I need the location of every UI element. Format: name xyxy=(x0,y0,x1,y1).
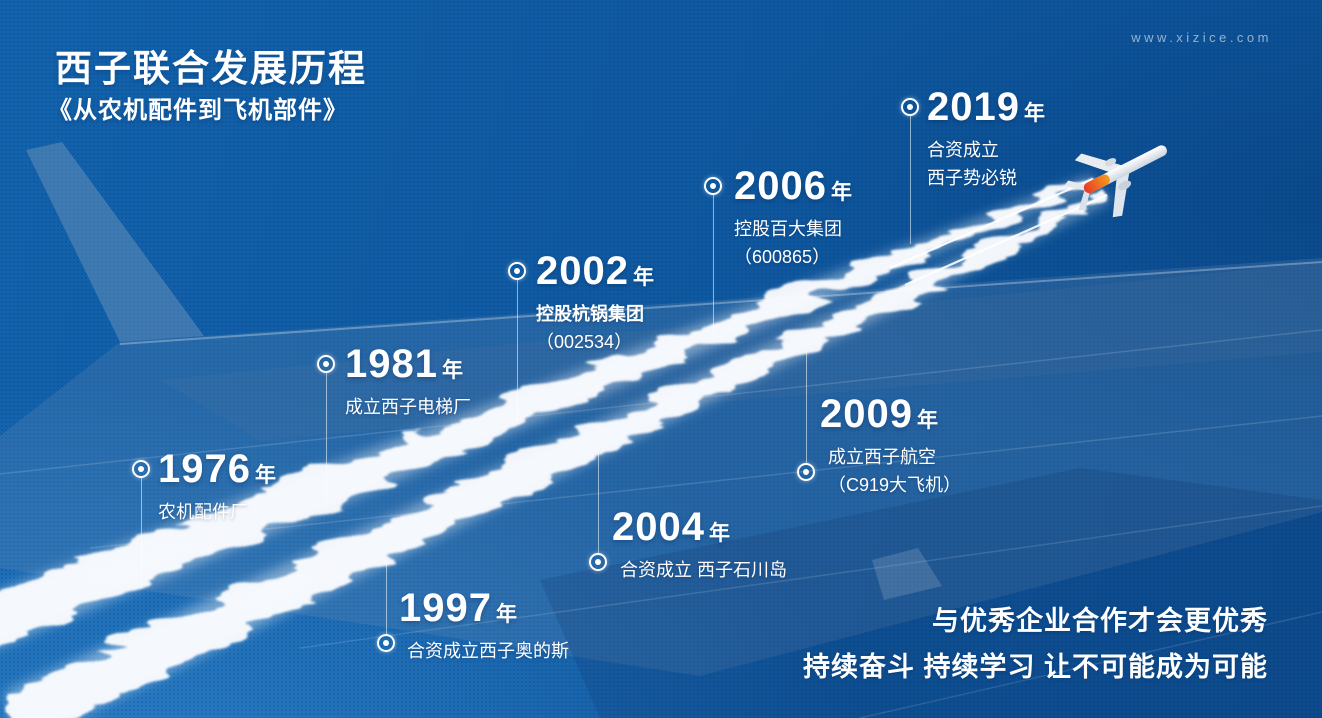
timeline-connector-line xyxy=(516,280,518,420)
timeline-node-icon xyxy=(377,634,395,652)
milestone-description: 合资成立西子奥的斯 xyxy=(407,641,569,661)
footer-slogans: 与优秀企业合作才会更优秀 持续奋斗 持续学习 让不可能成为可能 xyxy=(803,598,1268,690)
milestone-year: 2019 年 xyxy=(927,85,1046,129)
milestone-description: 成立西子电梯厂 xyxy=(345,397,471,417)
page-title: 西子联合发展历程 xyxy=(55,48,367,89)
milestone-description: 控股杭锅集团 xyxy=(536,304,644,324)
timeline-connector-line xyxy=(805,351,807,463)
slogan-line-2: 持续奋斗 持续学习 让不可能成为可能 xyxy=(802,652,1268,682)
milestone-description: 西子势必锐 xyxy=(927,168,1017,188)
timeline-node-icon xyxy=(508,262,526,280)
milestone-description: 合资成立 xyxy=(927,140,999,160)
milestone-year: 2006 年 xyxy=(734,164,853,208)
slogan-line-1: 与优秀企业合作才会更优秀 xyxy=(932,606,1268,636)
timeline-connector-line xyxy=(597,453,599,553)
timeline-connector-line xyxy=(325,373,327,503)
contrail-graphic xyxy=(0,176,1111,718)
milestone-description: 成立西子航空 xyxy=(828,447,936,467)
timeline-connector-line xyxy=(909,116,911,244)
timeline-node-icon xyxy=(589,553,607,571)
timeline-connector-line xyxy=(712,195,714,335)
timeline-node-icon xyxy=(797,463,815,481)
timeline-node-icon xyxy=(704,177,722,195)
milestone-year: 2009 年 xyxy=(820,392,939,436)
timeline-node-icon xyxy=(901,98,919,116)
timeline-connector-line xyxy=(385,562,387,634)
timeline-connector-line xyxy=(140,478,142,588)
milestone-year: 1997 年 xyxy=(399,586,518,630)
milestone-description: 控股百大集团 xyxy=(734,219,842,239)
milestone-year: 1976 年 xyxy=(158,447,277,491)
milestone-year: 1981 年 xyxy=(345,342,464,386)
website-url: www.xizice.com xyxy=(1131,30,1272,45)
milestone-year: 2004 年 xyxy=(612,505,731,549)
plane-icon xyxy=(1064,145,1167,218)
page-subtitle: 《从农机配件到飞机部件》 xyxy=(48,97,348,124)
timeline-node-icon xyxy=(132,460,150,478)
milestone-year: 2002 年 xyxy=(536,249,655,293)
timeline-node-icon xyxy=(317,355,335,373)
milestone-description: 农机配件厂 xyxy=(158,502,248,522)
milestone-description: 合资成立 西子石川岛 xyxy=(620,560,788,580)
milestone-description: （600865） xyxy=(734,247,831,267)
milestone-description: （002534） xyxy=(536,332,633,352)
milestone-description: （C919大飞机） xyxy=(828,475,962,495)
